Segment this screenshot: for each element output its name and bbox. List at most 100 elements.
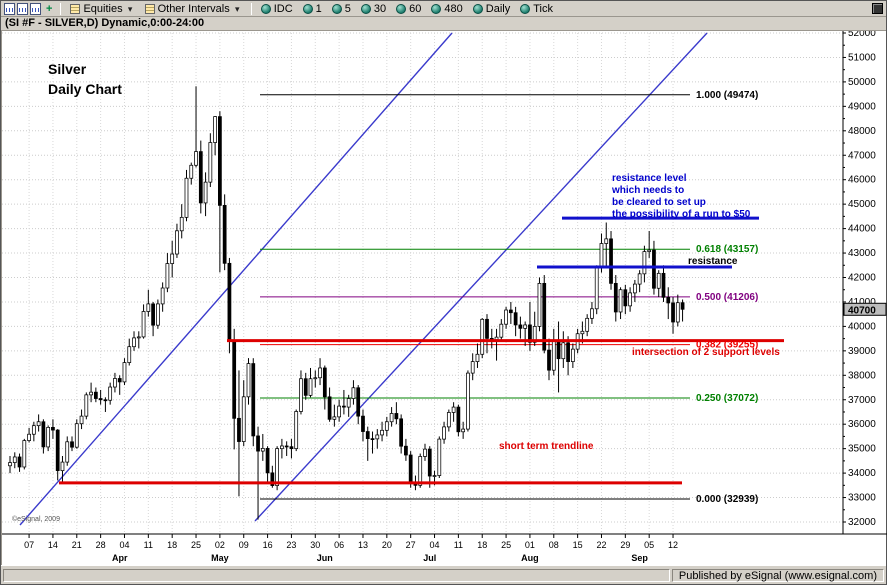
candle-up [332, 416, 337, 420]
candle-up [380, 429, 384, 436]
x-axis-day-label: 06 [334, 540, 344, 550]
candle-down [652, 249, 656, 289]
candle-up [155, 303, 160, 326]
y-axis-label: 37000 [848, 395, 876, 406]
candle-down [218, 116, 222, 206]
fib-0000-label: 0.000 (32939) [696, 494, 758, 505]
chart-page-icon[interactable] [4, 2, 15, 15]
x-axis-day-label: 22 [596, 540, 606, 550]
toolbar-separator [60, 2, 62, 15]
candle-down [55, 429, 60, 472]
x-axis-month-label: May [211, 553, 229, 563]
interval-button-5min[interactable]: 5 [328, 2, 355, 16]
candle-up [280, 445, 284, 450]
interval-button-daily[interactable]: Daily [469, 2, 514, 16]
chart-page-icon[interactable] [17, 2, 28, 15]
candle-down [542, 282, 547, 351]
other-intervals-menu-button[interactable]: Other Intervals [141, 2, 246, 16]
x-axis-day-label: 23 [286, 540, 296, 550]
x-axis-day-label: 20 [382, 540, 392, 550]
chart-window-titlebar[interactable]: (SI #F - SILVER,D) Dynamic,0:00-24:00 [1, 17, 886, 31]
status-bar: Published by eSignal (www.esignal.com) [1, 565, 886, 584]
interval-coin-icon [520, 3, 531, 14]
y-axis-label: 32000 [848, 517, 876, 528]
status-panel [3, 568, 670, 582]
x-axis-day-label: 15 [573, 540, 583, 550]
x-axis-month-label: Jul [423, 553, 436, 563]
chart-page-icon[interactable] [30, 2, 41, 15]
candle-up [12, 456, 17, 463]
candle-up [160, 287, 165, 305]
candle-up [532, 326, 537, 343]
status-text: Published by eSignal (www.esignal.com) [671, 568, 884, 582]
interval-label: Daily [485, 2, 511, 15]
x-axis-day-label: 07 [24, 540, 34, 550]
candle-up [179, 216, 184, 232]
candle-up [246, 363, 251, 398]
window-icon[interactable] [872, 3, 883, 14]
candle-down [671, 302, 675, 323]
candle-up [585, 317, 590, 332]
interval-label: IDC [273, 2, 293, 15]
candle-up [108, 386, 113, 401]
interval-button-tick[interactable]: Tick [516, 2, 557, 16]
x-axis-day-label: 08 [549, 540, 559, 550]
equities-menu-button[interactable]: Equities [66, 2, 138, 16]
candle-down [508, 309, 513, 314]
short-term-trendline-label: short term trendline [499, 441, 594, 452]
candle-up [165, 263, 170, 289]
candle-down [528, 324, 532, 343]
toolbar-separator [250, 2, 252, 15]
resistance-note: which needs to [611, 185, 684, 196]
candle-up [132, 337, 136, 348]
x-axis-day-label: 29 [620, 540, 630, 550]
candle-up [632, 283, 637, 294]
candle-up [337, 405, 342, 418]
interval-button-30min[interactable]: 30 [357, 2, 390, 16]
candle-up [628, 292, 632, 307]
chart-canvas[interactable]: 1.000 (49474) 0.618 (43157) 0.500 (41206) 0… [2, 28, 887, 565]
interval-button-1min[interactable]: 1 [299, 2, 326, 16]
candle-up [203, 181, 208, 204]
candle-up [432, 475, 437, 477]
candle-up [423, 448, 427, 457]
candle-down [666, 296, 671, 304]
x-axis-day-label: 04 [430, 540, 440, 550]
interval-button-60min[interactable]: 60 [392, 2, 425, 16]
interval-label: 480 [444, 2, 463, 15]
candle-down [222, 204, 227, 264]
support-intersection-label: intersection of 2 support levels [632, 347, 780, 358]
x-axis-day-label: 14 [48, 540, 58, 550]
chart-title: Silver [48, 61, 87, 77]
channel-trendline-right [254, 32, 708, 522]
candle-down [270, 472, 275, 486]
y-axis-label: 43000 [848, 248, 876, 259]
candle-down [256, 435, 260, 452]
interval-label: 5 [344, 2, 351, 15]
candle-up [189, 164, 194, 179]
candle-down [284, 445, 289, 448]
candle-up [675, 302, 680, 323]
x-axis-day-label: 09 [239, 540, 249, 550]
y-axis-label: 33000 [848, 493, 876, 504]
candle-down [456, 406, 461, 433]
candle-down [485, 318, 489, 339]
interval-button-idc[interactable]: IDC [257, 2, 297, 16]
candle-up [170, 253, 175, 264]
interval-label: 30 [373, 2, 387, 15]
candle-up [570, 348, 575, 362]
candle-down [566, 342, 570, 362]
y-axis-label: 38000 [848, 370, 876, 381]
add-button[interactable]: + [46, 2, 53, 15]
candle-up [656, 272, 661, 289]
candle-up [599, 243, 604, 268]
candle-down [98, 398, 103, 401]
x-axis-month-label: Sep [631, 553, 648, 563]
candle-up [551, 341, 556, 371]
candle-up [594, 266, 599, 310]
candle-up [8, 462, 12, 467]
candle-up [260, 448, 265, 452]
candle-up [475, 353, 480, 362]
interval-button-480min[interactable]: 480 [427, 2, 466, 16]
toolbar: + Equities Other Intervals IDC 1 5 30 [1, 1, 886, 17]
